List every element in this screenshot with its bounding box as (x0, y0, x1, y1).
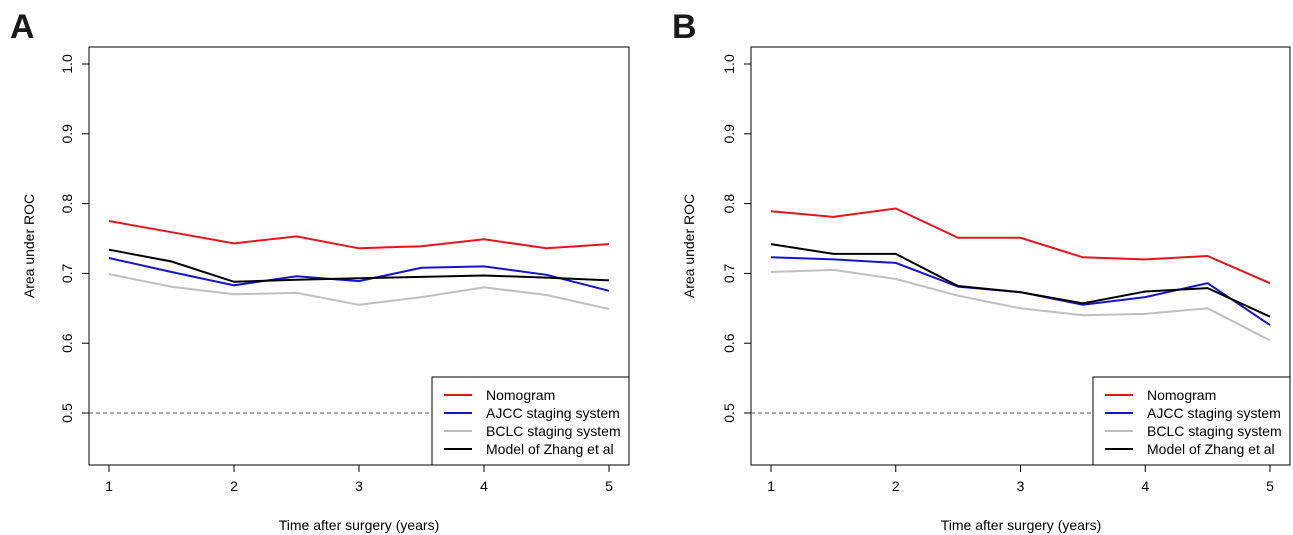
legend-label: Model of Zhang et al (486, 441, 614, 457)
series-line-nomogram (770, 207, 1271, 285)
legend-box (1092, 376, 1291, 466)
y-tick-label: 0.6 (59, 333, 75, 353)
x-tick-label: 1 (767, 478, 775, 494)
legend-label: AJCC staging system (486, 405, 620, 421)
series-line-nomogram (108, 220, 610, 250)
x-tick-label: 2 (230, 478, 238, 494)
chart-panel-a: A 1 2 3 4 5 0.5 0.6 0.7 0.8 0.9 1.0 Time after surge… (10, 8, 630, 533)
legend-label: AJCC staging system (1147, 405, 1281, 421)
legend-label: BCLC staging system (486, 423, 621, 439)
y-tick-label: 0.9 (721, 124, 737, 144)
x-axis-label: Time after surgery (years) (941, 517, 1102, 533)
series-line-ajcc-staging-system (108, 257, 610, 292)
y-tick-label: 0.8 (721, 194, 737, 214)
x-tick-label: 3 (1017, 478, 1025, 494)
y-tick-label: 0.5 (721, 403, 737, 423)
x-tick-label: 1 (105, 478, 113, 494)
y-tick-label: 0.6 (721, 333, 737, 353)
chart-panel-b: B 1 2 3 4 5 0.5 0.6 0.7 0.8 0.9 1.0 Time after surge… (672, 8, 1291, 533)
legend-box (431, 376, 630, 466)
x-axis-label: Time after surgery (years) (279, 517, 440, 533)
x-tick-label: 4 (480, 478, 488, 494)
y-tick-label: 1.0 (59, 54, 75, 74)
y-tick-label: 0.5 (59, 403, 75, 423)
legend: Nomogram AJCC staging system BCLC staging … (431, 376, 630, 466)
y-tick-label: 1.0 (721, 54, 737, 74)
x-tick-label: 3 (355, 478, 363, 494)
panel-label: B (672, 8, 697, 46)
x-tick-label: 4 (1141, 478, 1149, 494)
x-tick-label: 2 (892, 478, 900, 494)
y-axis-label: Area under ROC (681, 194, 697, 298)
y-tick-label: 0.8 (59, 194, 75, 214)
x-tick-label: 5 (605, 478, 613, 494)
y-tick-label: 0.7 (59, 263, 75, 283)
legend-label: BCLC staging system (1147, 423, 1282, 439)
y-tick-label: 0.7 (721, 263, 737, 283)
series-line-bclc-staging-system (770, 268, 1271, 342)
series-line-bclc-staging-system (108, 273, 610, 310)
legend-label: Model of Zhang et al (1147, 441, 1275, 457)
series-line-model-of-zhang-et-al (770, 243, 1271, 318)
legend-label: Nomogram (1147, 387, 1216, 403)
panel-label: A (10, 8, 35, 46)
series-line-model-of-zhang-et-al (108, 248, 610, 283)
legend-label: Nomogram (486, 387, 555, 403)
y-axis-label: Area under ROC (21, 194, 37, 298)
x-tick-label: 5 (1266, 478, 1274, 494)
y-tick-label: 0.9 (59, 124, 75, 144)
legend: Nomogram AJCC staging system BCLC staging … (1092, 376, 1291, 466)
